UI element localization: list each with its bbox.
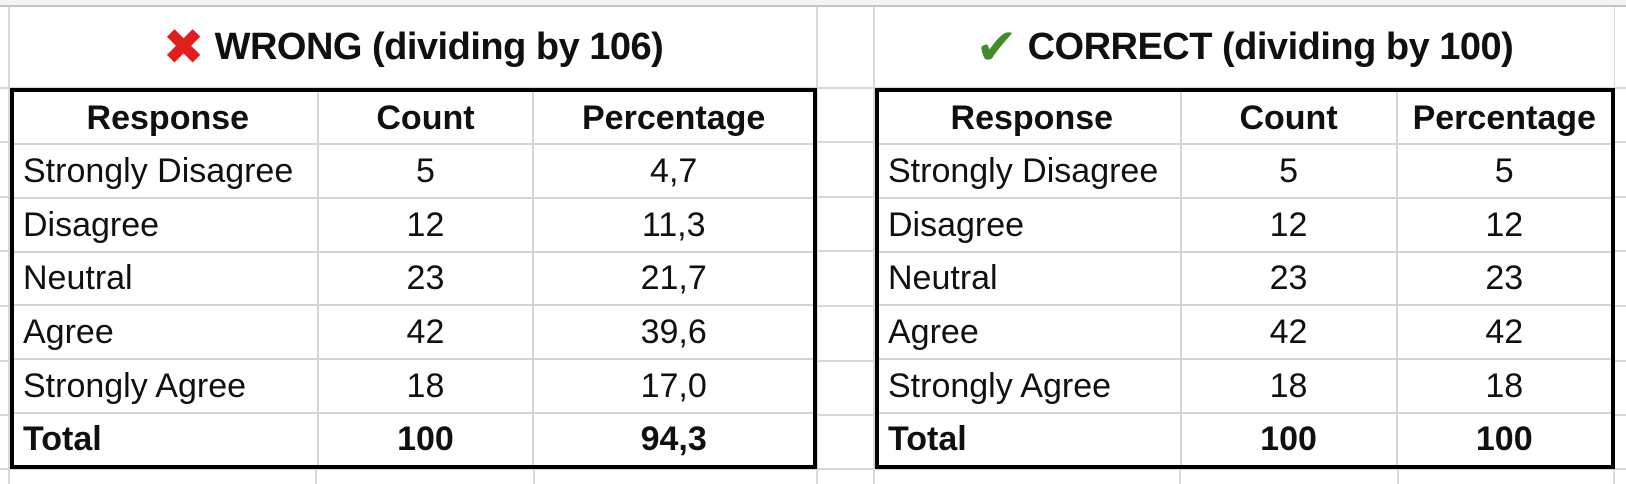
table-header-row: Response Count Percentage — [879, 92, 1611, 146]
cell-total-count[interactable]: 100 — [316, 411, 535, 465]
cell-response[interactable]: Agree — [14, 304, 319, 361]
table-row: Strongly Agree 18 18 — [879, 358, 1611, 414]
cell-total-label[interactable]: Total — [879, 411, 1182, 465]
cell-percentage[interactable]: 23 — [1395, 250, 1611, 307]
red-cross-icon: ✖ — [162, 18, 205, 76]
cell-response[interactable]: Disagree — [879, 196, 1182, 253]
cell-response[interactable]: Agree — [879, 304, 1182, 361]
header-cell-response[interactable]: Response — [879, 92, 1182, 146]
table-row: Strongly Disagree 5 4,7 — [14, 143, 813, 199]
table-row: Neutral 23 23 — [879, 250, 1611, 307]
grid-column-line — [816, 0, 818, 484]
cell-total-label[interactable]: Total — [14, 411, 319, 465]
table-row: Strongly Disagree 5 5 — [879, 143, 1611, 199]
header-cell-count[interactable]: Count — [1179, 92, 1398, 146]
header-cell-count[interactable]: Count — [316, 92, 535, 146]
cell-percentage[interactable]: 11,3 — [532, 196, 813, 253]
cell-count[interactable]: 42 — [1179, 304, 1398, 361]
grid-column-line — [873, 0, 875, 484]
cell-percentage[interactable]: 42 — [1395, 304, 1611, 361]
correct-table: Response Count Percentage Strongly Disag… — [875, 88, 1615, 469]
header-cell-percentage[interactable]: Percentage — [1395, 92, 1611, 146]
green-check-icon: ✔ — [975, 18, 1018, 76]
wrong-table: Response Count Percentage Strongly Disag… — [10, 88, 817, 469]
cell-count[interactable]: 23 — [1179, 250, 1398, 307]
cell-count[interactable]: 18 — [316, 358, 535, 414]
table-row: Strongly Agree 18 17,0 — [14, 358, 813, 414]
cell-percentage[interactable]: 17,0 — [532, 358, 813, 414]
cell-response[interactable]: Strongly Agree — [14, 358, 319, 414]
correct-title-label: CORRECT (dividing by 100) — [1027, 25, 1514, 68]
cell-total-percentage[interactable]: 100 — [1395, 411, 1611, 465]
correct-title-cell[interactable]: ✔ CORRECT (dividing by 100) — [875, 7, 1614, 87]
cell-percentage[interactable]: 39,6 — [532, 304, 813, 361]
table-row: Neutral 23 21,7 — [14, 250, 813, 307]
wrong-title-label: WRONG (dividing by 106) — [214, 25, 664, 68]
wrong-title-cell[interactable]: ✖ WRONG (dividing by 106) — [10, 7, 816, 87]
cell-percentage[interactable]: 4,7 — [532, 143, 813, 199]
partial-top-row — [0, 0, 1626, 7]
grid-column-line — [8, 0, 10, 484]
header-cell-response[interactable]: Response — [14, 92, 319, 146]
table-row: Disagree 12 12 — [879, 196, 1611, 253]
cell-count[interactable]: 5 — [1179, 143, 1398, 199]
cell-percentage[interactable]: 5 — [1395, 143, 1611, 199]
cell-percentage[interactable]: 21,7 — [532, 250, 813, 307]
cell-count[interactable]: 18 — [1179, 358, 1398, 414]
cell-count[interactable]: 12 — [1179, 196, 1398, 253]
table-row: Agree 42 42 — [879, 304, 1611, 361]
cell-count[interactable]: 23 — [316, 250, 535, 307]
cell-count[interactable]: 12 — [316, 196, 535, 253]
table-total-row: Total 100 100 — [879, 411, 1611, 465]
cell-response[interactable]: Strongly Disagree — [14, 143, 319, 199]
cell-count[interactable]: 42 — [316, 304, 535, 361]
cell-response[interactable]: Disagree — [14, 196, 319, 253]
grid-row-line — [0, 468, 1626, 470]
cell-percentage[interactable]: 12 — [1395, 196, 1611, 253]
cell-response[interactable]: Strongly Agree — [879, 358, 1182, 414]
header-cell-percentage[interactable]: Percentage — [532, 92, 813, 146]
cell-percentage[interactable]: 18 — [1395, 358, 1611, 414]
cell-response[interactable]: Strongly Disagree — [879, 143, 1182, 199]
table-header-row: Response Count Percentage — [14, 92, 813, 146]
cell-count[interactable]: 5 — [316, 143, 535, 199]
cell-response[interactable]: Neutral — [14, 250, 319, 307]
cell-total-count[interactable]: 100 — [1179, 411, 1398, 465]
table-row: Disagree 12 11,3 — [14, 196, 813, 253]
table-row: Agree 42 39,6 — [14, 304, 813, 361]
cell-response[interactable]: Neutral — [879, 250, 1182, 307]
cell-total-percentage[interactable]: 94,3 — [532, 411, 813, 465]
table-total-row: Total 100 94,3 — [14, 411, 813, 465]
